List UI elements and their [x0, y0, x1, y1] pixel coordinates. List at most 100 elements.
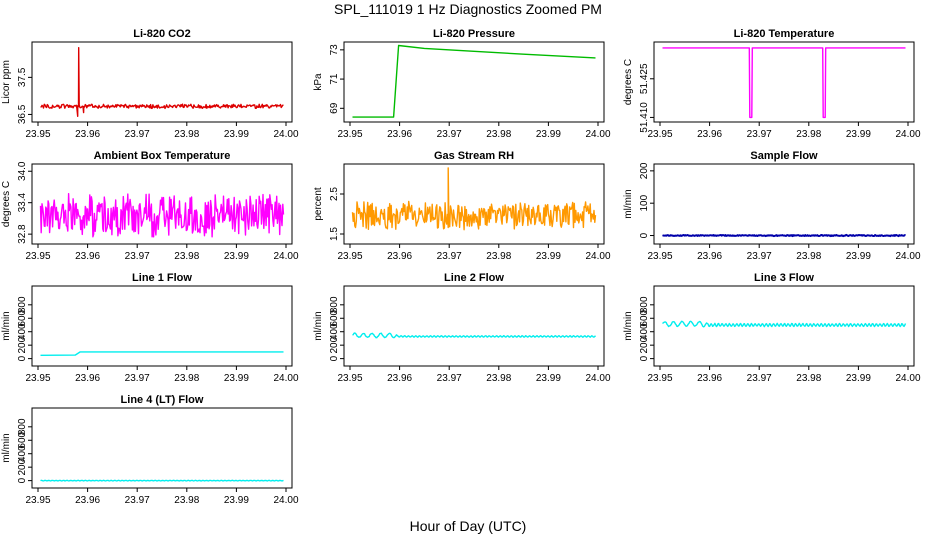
- x-tick-label: 23.96: [697, 373, 722, 384]
- x-tick-label: 24.00: [273, 251, 298, 262]
- panel-title: Ambient Box Temperature: [94, 150, 231, 162]
- x-tick-label: 23.99: [846, 251, 871, 262]
- panel-title: Li-820 Temperature: [734, 28, 835, 40]
- y-tick-label: 71: [329, 73, 340, 85]
- x-tick-label: 24.00: [585, 251, 610, 262]
- y-tick-label: 33.4: [17, 193, 28, 213]
- series-line: [662, 320, 907, 328]
- panel-pressure: Li-820 Pressure kPa 69 71 73 23.95 23.96 23.97 2…: [313, 28, 611, 140]
- x-tick-label: 24.00: [273, 495, 298, 506]
- y-tick-label: 600: [329, 309, 340, 326]
- y-axis-label: ml/min: [623, 189, 634, 218]
- plot-frame: [343, 41, 605, 123]
- panel-title: Line 4 (LT) Flow: [121, 394, 204, 406]
- y-tick-label: 73: [329, 44, 340, 56]
- x-tick-label: 23.96: [75, 495, 100, 506]
- panel-title: Li-820 Pressure: [433, 28, 515, 40]
- x-tick-label: 23.96: [387, 373, 412, 384]
- plot-frame: [31, 163, 293, 245]
- y-tick-label: 0: [639, 355, 650, 361]
- x-tick-label: 23.99: [536, 129, 561, 140]
- series-line: [40, 351, 284, 356]
- plot-frame: [31, 407, 293, 489]
- x-tick-label: 23.97: [125, 129, 150, 140]
- y-axis-label: degrees C: [623, 59, 634, 105]
- series-line: [39, 193, 285, 238]
- x-tick-label: 23.99: [224, 495, 249, 506]
- x-tick-label: 23.98: [174, 373, 199, 384]
- x-tick-label: 23.97: [125, 495, 150, 506]
- y-tick-label: 600: [17, 431, 28, 448]
- x-tick-label: 23.97: [125, 373, 150, 384]
- plot-frame: [653, 285, 915, 367]
- y-tick-label: 34.0: [17, 161, 28, 181]
- x-tick-label: 23.95: [647, 373, 672, 384]
- x-tick-label: 23.98: [486, 373, 511, 384]
- x-tick-label: 23.98: [796, 129, 821, 140]
- plot-frame: [343, 163, 605, 245]
- x-tick-label: 23.96: [75, 251, 100, 262]
- plot-frame: [653, 41, 915, 123]
- x-tick-label: 23.97: [747, 129, 772, 140]
- panel-title: Li-820 CO2: [133, 28, 190, 40]
- y-axis-label: Licor ppm: [1, 60, 12, 104]
- x-tick-label: 23.95: [337, 251, 362, 262]
- series-line: [40, 479, 284, 482]
- y-tick-label: 32.8: [17, 224, 28, 244]
- x-tick-label: 23.96: [387, 251, 412, 262]
- series-line: [662, 47, 906, 119]
- x-axis-label: Hour of Day (UTC): [409, 518, 527, 534]
- y-tick-label: 200: [17, 458, 28, 475]
- y-tick-label: 800: [17, 418, 28, 435]
- y-axis-label: ml/min: [1, 311, 12, 340]
- x-tick-label: 24.00: [585, 129, 610, 140]
- x-tick-label: 23.97: [747, 251, 772, 262]
- y-axis-label: ml/min: [623, 311, 634, 340]
- x-tick-label: 23.98: [174, 495, 199, 506]
- x-tick-label: 23.96: [75, 373, 100, 384]
- y-tick-label: 200: [639, 162, 650, 179]
- x-tick-label: 23.97: [437, 373, 462, 384]
- y-tick-label: 1.5: [329, 227, 340, 241]
- x-tick-label: 24.00: [895, 251, 920, 262]
- x-tick-label: 23.98: [174, 129, 199, 140]
- x-tick-label: 23.95: [337, 129, 362, 140]
- y-tick-label: 0: [329, 355, 340, 361]
- y-tick-label: 51.410: [639, 102, 650, 133]
- y-axis-label: degrees C: [1, 181, 12, 227]
- x-tick-label: 23.99: [224, 373, 249, 384]
- x-tick-label: 23.98: [796, 373, 821, 384]
- x-tick-label: 24.00: [273, 129, 298, 140]
- series-line: [352, 332, 597, 339]
- y-tick-label: 0: [17, 477, 28, 483]
- x-tick-label: 23.96: [697, 129, 722, 140]
- x-tick-label: 23.99: [536, 373, 561, 384]
- x-tick-label: 23.99: [224, 251, 249, 262]
- x-tick-label: 24.00: [895, 373, 920, 384]
- x-tick-label: 23.96: [75, 129, 100, 140]
- panel-rh: Gas Stream RH percent 1.5 2.5 23.95 23.96 23.9…: [313, 150, 611, 262]
- y-tick-label: 200: [329, 336, 340, 353]
- series-line: [351, 167, 597, 231]
- x-tick-label: 24.00: [273, 373, 298, 384]
- series-line: [352, 44, 596, 118]
- x-tick-label: 23.95: [337, 373, 362, 384]
- y-tick-label: 400: [639, 323, 650, 340]
- y-axis-label: percent: [313, 187, 324, 221]
- x-tick-label: 23.95: [647, 251, 672, 262]
- page-title: SPL_111019 1 Hz Diagnostics Zoomed PM: [334, 1, 602, 17]
- x-tick-label: 23.98: [486, 129, 511, 140]
- x-tick-label: 23.99: [846, 373, 871, 384]
- plot-frame: [31, 285, 293, 367]
- series-line: [40, 47, 284, 117]
- panel-title: Gas Stream RH: [434, 150, 514, 162]
- y-tick-label: 400: [17, 445, 28, 462]
- y-tick-label: 400: [329, 323, 340, 340]
- x-tick-label: 23.97: [125, 251, 150, 262]
- x-tick-label: 23.95: [647, 129, 672, 140]
- panel-title: Line 2 Flow: [444, 272, 504, 284]
